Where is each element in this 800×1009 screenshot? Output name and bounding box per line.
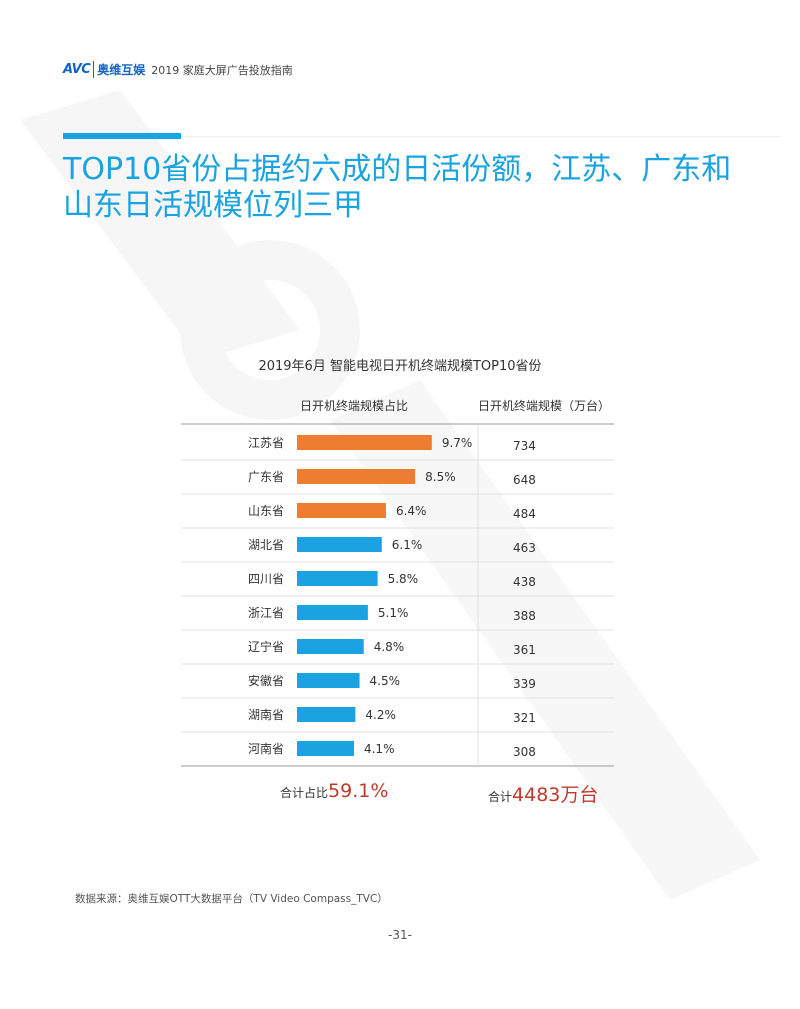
- logo-cn: 奥维互娱: [93, 61, 145, 78]
- bar-value-label: 4.5%: [370, 674, 401, 688]
- count-value: 388: [513, 609, 536, 623]
- bar-value-label: 6.4%: [396, 504, 427, 518]
- count-value: 361: [513, 643, 536, 657]
- bar: [297, 673, 360, 688]
- bar: [297, 435, 432, 450]
- count-value: 734: [513, 439, 536, 453]
- summary-total-value: 4483万台: [512, 784, 599, 806]
- bar: [297, 571, 378, 586]
- bar: [297, 503, 386, 518]
- watermark-shape: [180, 240, 360, 420]
- count-value: 308: [513, 745, 536, 759]
- summary-total: 合计4483万台: [488, 780, 598, 807]
- bar-value-label: 5.8%: [388, 572, 419, 586]
- data-source: 数据来源：奥维互娱OTT大数据平台（TV Video Compass_TVC）: [75, 893, 388, 905]
- bar: [297, 469, 416, 484]
- accent-bar: [63, 133, 181, 139]
- count-value: 339: [513, 677, 536, 691]
- doc-title: 2019 家庭大屏广告投放指南: [151, 63, 293, 77]
- category-label: 辽宁省: [248, 639, 284, 654]
- bar-value-label: 6.1%: [392, 538, 423, 552]
- chart-title: 2019年6月 智能电视日开机终端规模TOP10省份: [258, 359, 542, 374]
- count-value: 321: [513, 711, 536, 725]
- bar: [297, 639, 364, 654]
- category-label: 广东省: [248, 470, 284, 484]
- category-label: 河南省: [248, 741, 284, 756]
- bar-value-label: 4.1%: [364, 742, 395, 756]
- bar-value-label: 8.5%: [425, 470, 456, 484]
- category-label: 四川省: [248, 572, 284, 586]
- summary-share-label: 合计占比: [280, 786, 329, 800]
- bar: [297, 537, 382, 552]
- summary-share-value: 59.1%: [328, 780, 389, 802]
- bar: [297, 707, 356, 722]
- summary-share: 合计占比59.1%: [280, 780, 388, 802]
- category-label: 湖北省: [248, 537, 284, 552]
- category-label: 江苏省: [248, 436, 284, 450]
- bar-value-label: 5.1%: [378, 606, 409, 620]
- bar-value-label: 4.2%: [365, 708, 396, 722]
- bar: [297, 741, 354, 756]
- category-label: 湖南省: [248, 707, 284, 722]
- column-header-share: 日开机终端规模占比: [300, 399, 409, 413]
- category-label: 浙江省: [248, 606, 284, 620]
- watermark-shape: [330, 380, 760, 900]
- page-title: TOP10省份占据约六成的日活份额，江苏、广东和山东日活规模位列三甲: [63, 152, 732, 223]
- count-value: 463: [513, 541, 536, 555]
- count-value: 438: [513, 575, 536, 589]
- count-value: 648: [513, 473, 536, 487]
- bar: [297, 605, 368, 620]
- category-label: 安徽省: [248, 673, 284, 688]
- logo: AVC: [63, 62, 91, 77]
- summary-total-label: 合计: [488, 790, 513, 804]
- bar-value-label: 9.7%: [442, 436, 473, 450]
- bar-value-label: 4.8%: [374, 640, 405, 654]
- divider: [181, 136, 781, 137]
- column-header-count: 日开机终端规模（万台）: [478, 399, 611, 413]
- count-value: 484: [513, 507, 536, 521]
- category-label: 山东省: [248, 504, 284, 518]
- header: AVC 奥维互娱 2019 家庭大屏广告投放指南: [63, 61, 293, 78]
- page-number: -31-: [388, 928, 412, 942]
